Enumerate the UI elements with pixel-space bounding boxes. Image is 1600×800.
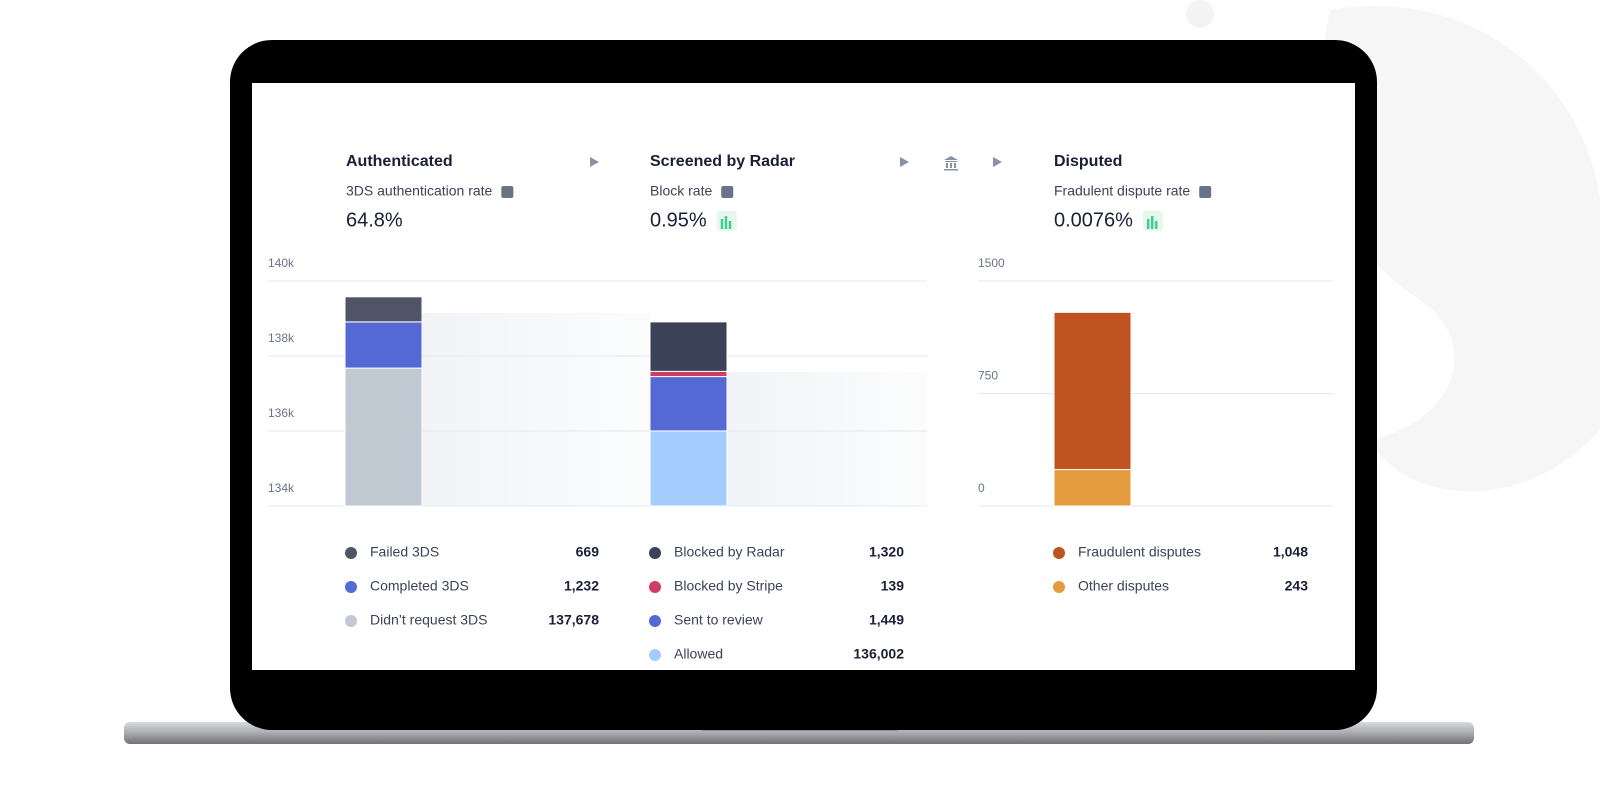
legend-name: Didn’t request 3DS [370,612,488,628]
bar-segment [344,321,423,369]
chart-icon-bar [1154,221,1158,229]
chart-icon-bar [724,216,728,229]
legend-name: Sent to review [674,612,764,628]
legend-value: 1,232 [564,578,599,594]
info-icon [501,186,514,198]
bg-shape [1320,5,1600,492]
legend-name: Other disputes [1078,578,1169,594]
y-tick-label: 138k [268,331,295,345]
bar-segment [649,370,728,378]
legend-name: Blocked by Stripe [674,578,783,594]
bar-segment [344,367,423,507]
play-icon[interactable] [993,157,1002,167]
metric-label: Block rate [650,183,712,199]
bank-icon [944,156,958,171]
info-icon [721,186,734,198]
legend-value: 137,678 [548,612,599,628]
info-icon [1199,186,1212,198]
y-tick-label: 0 [978,481,985,495]
metric-value: 0.95% [650,209,707,231]
legend-dot [649,615,661,627]
legend-dot [649,649,661,661]
bar-segment [344,296,423,323]
legend-value: 1,449 [869,612,904,628]
legend-dot [649,547,661,559]
legend-value: 1,048 [1273,544,1308,560]
legend-dot [1053,547,1065,559]
legend-name: Completed 3DS [370,578,469,594]
legend-name: Allowed [674,646,723,662]
panel-title: Authenticated [346,153,453,170]
y-tick-label: 1500 [978,256,1005,270]
chart-icon-bar [1150,216,1154,229]
bar-segment [1053,311,1132,471]
legend-name: Blocked by Radar [674,544,785,560]
chart-icon-bar [728,221,732,229]
legend-dot [345,547,357,559]
legend-value: 136,002 [853,646,904,662]
bar-segment [649,376,728,432]
legend-dot [345,581,357,593]
y-tick-label: 750 [978,369,998,383]
legend-value: 1,320 [869,544,904,560]
flow-band [727,372,927,506]
y-tick-label: 140k [268,256,295,270]
legend-dot [1053,581,1065,593]
bg-shape [1186,0,1214,28]
metric-label: 3DS authentication rate [346,183,493,199]
legend-value: 243 [1285,578,1309,594]
legend-name: Fraudulent disputes [1078,544,1201,560]
play-icon[interactable] [900,157,909,167]
metric-label: Fradulent dispute rate [1054,183,1190,199]
flow-band [421,313,650,506]
legend-name: Failed 3DS [370,544,439,560]
legend-dot [345,615,357,627]
metric-value: 0.0076% [1054,209,1133,231]
bar-segment [649,321,728,372]
legend-value: 669 [576,544,600,560]
chart-icon-bar [720,219,724,229]
y-tick-label: 136k [268,406,295,420]
bar-segment [649,430,728,507]
panel-title: Disputed [1054,153,1122,170]
play-icon[interactable] [590,157,599,167]
panel-title: Screened by Radar [650,153,795,170]
chart-icon-bar [1146,219,1150,229]
y-tick-label: 134k [268,481,295,495]
bar-segment [1053,469,1132,507]
legend-dot [649,581,661,593]
legend-value: 139 [881,578,905,594]
metric-value: 64.8% [346,209,403,231]
